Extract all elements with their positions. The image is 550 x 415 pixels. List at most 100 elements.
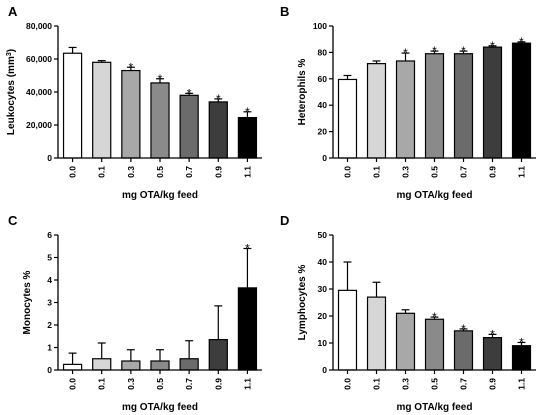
x-tick-label: 0.5 [430, 378, 440, 390]
significance-marker: * [216, 92, 221, 106]
y-tick-label: 20,000 [26, 120, 52, 130]
x-tick-label: 0.0 [343, 166, 353, 178]
x-tick-label: 0.9 [213, 378, 223, 390]
bar [121, 69, 141, 159]
x-tick-label: 0.1 [97, 378, 107, 390]
y-axis-title: Leukocytes (mm3) [6, 49, 18, 135]
y-axis-title-main: Leukocytes (mm [6, 56, 17, 135]
bar [453, 330, 474, 371]
y-tick-label: 80 [318, 47, 328, 57]
bar [62, 363, 83, 371]
x-tick-label: 0.5 [155, 166, 165, 178]
bar [62, 52, 83, 159]
significance-marker: * [245, 242, 250, 256]
bar [237, 116, 258, 159]
x-axis-title: mg OTA/kg feed [122, 190, 198, 201]
significance-marker: * [519, 35, 524, 49]
significance-marker: * [461, 44, 466, 58]
y-tick-label: 40,000 [26, 87, 52, 97]
x-tick-label: 0.9 [488, 378, 498, 390]
x-tick-label: 0.3 [126, 166, 136, 178]
bar [482, 337, 503, 371]
panel-label: D [280, 213, 289, 228]
x-tick-label: 0.9 [213, 166, 223, 178]
y-tick-label: 4 [47, 275, 52, 285]
x-tick-label: 0.0 [68, 378, 78, 390]
panel-label: C [8, 213, 18, 228]
significance-marker: * [490, 327, 495, 341]
bar [337, 78, 358, 159]
panel-label: B [280, 4, 289, 19]
x-tick-label: 0.1 [97, 166, 107, 178]
x-tick-label: 0.3 [401, 166, 411, 178]
bar [366, 63, 387, 159]
panel-label: A [8, 4, 18, 19]
y-tick-label: 10 [318, 338, 328, 348]
y-tick-label: 3 [47, 298, 52, 308]
x-tick-label: 0.5 [430, 166, 440, 178]
significance-marker: * [432, 310, 437, 324]
x-tick-label: 1.1 [517, 378, 527, 390]
y-tick-label: 40 [318, 100, 328, 110]
panel-a: A * * * * * 0 20,000 40,000 60,000 80,000 0.0 0.1 0.3… [6, 4, 262, 201]
x-tick-label: 1.1 [242, 378, 252, 390]
y-tick-label: 20 [318, 311, 328, 321]
x-axis-title: mg OTA/kg feed [397, 402, 473, 413]
y-axis-title: Heterophils % [297, 59, 308, 126]
bar [482, 46, 503, 159]
x-tick-label: 0.5 [155, 378, 165, 390]
x-tick-label: 0.1 [372, 378, 382, 390]
y-tick-label: 2 [47, 320, 52, 330]
y-tick-label: 40 [318, 257, 328, 267]
bar [208, 101, 228, 159]
significance-marker: * [187, 86, 192, 100]
y-tick-label: 5 [47, 253, 52, 263]
y-tick-label: 0 [322, 365, 327, 375]
significance-marker: * [432, 44, 437, 58]
panel-d: D * * * * 0 10 20 30 40 50 0.0 0.1 0.3 0.5 0.7 0.9 1.1 mg … [280, 213, 536, 413]
x-tick-label: 0.0 [68, 166, 78, 178]
y-axis-title: Monocytes % [22, 270, 33, 334]
significance-marker: * [519, 335, 524, 349]
x-tick-label: 0.7 [459, 378, 469, 390]
x-tick-label: 1.1 [242, 166, 252, 178]
x-axis-title: mg OTA/kg feed [397, 190, 473, 201]
x-tick-label: 0.3 [401, 378, 411, 390]
bar [208, 339, 228, 371]
bar [150, 82, 170, 159]
y-tick-label: 6 [47, 230, 52, 240]
bar [179, 358, 199, 371]
panel-c: C * 0 1 2 3 4 5 6 0.0 0.1 0.3 0.5 0.7 0.9 1.1 mg OTA/kg … [8, 213, 262, 413]
y-axis-title-superscript: 3 [6, 52, 13, 56]
x-tick-label: 0.7 [459, 166, 469, 178]
y-tick-label: 80,000 [26, 21, 52, 31]
bar [395, 312, 416, 371]
bar [424, 318, 445, 371]
y-tick-label: 50 [318, 230, 328, 240]
x-tick-label: 0.7 [184, 378, 194, 390]
y-tick-label: 60 [318, 74, 328, 84]
bar [237, 287, 258, 371]
bar [92, 358, 112, 371]
bar [179, 94, 199, 159]
significance-marker: * [490, 39, 495, 53]
bar [395, 60, 416, 159]
significance-marker: * [245, 105, 250, 119]
y-tick-label: 0 [47, 153, 52, 163]
y-tick-label: 30 [318, 284, 328, 294]
y-tick-label: 60,000 [26, 54, 52, 64]
y-tick-label: 100 [313, 21, 327, 31]
significance-marker: * [158, 72, 163, 86]
x-tick-label: 0.7 [184, 166, 194, 178]
significance-marker: * [129, 60, 134, 74]
bar [366, 296, 387, 371]
x-axis-title: mg OTA/kg feed [122, 402, 198, 413]
bar [453, 53, 474, 159]
bar [92, 61, 112, 159]
significance-marker: * [403, 46, 408, 60]
x-tick-label: 0.1 [372, 166, 382, 178]
x-tick-label: 1.1 [517, 166, 527, 178]
y-axis-title-end: ) [6, 49, 17, 52]
bar [150, 360, 170, 371]
